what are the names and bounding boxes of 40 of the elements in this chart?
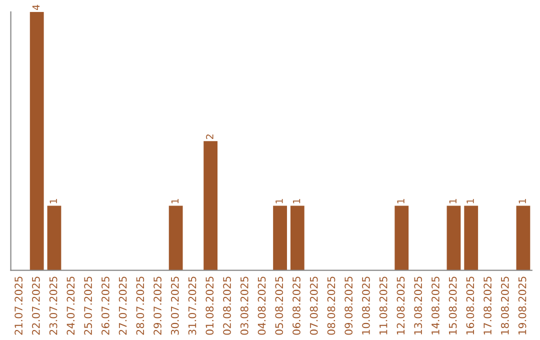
x-tick-label: 25.07.2025 [84, 276, 92, 335]
x-tick-label: 18.08.2025 [500, 276, 509, 334]
x-tick-label: 24.07.2025 [66, 276, 75, 335]
x-tick-label: 28.07.2025 [136, 276, 144, 335]
x-tick-label: 10.08.2025 [362, 276, 370, 334]
data-label: 1 [276, 199, 283, 204]
data-label: 1 [397, 199, 404, 204]
data-label: 1 [293, 199, 300, 204]
x-tick-label: 08.08.2025 [327, 276, 336, 335]
data-label: 1 [449, 199, 456, 204]
data-label: 1 [518, 199, 526, 204]
x-tick-label: 06.08.2025 [292, 276, 300, 335]
data-label: 1 [466, 199, 474, 204]
x-tick-label: 01.08.2025 [206, 276, 214, 335]
x-tick-label: 05.08.2025 [275, 276, 284, 335]
x-tick-label: 31.07.2025 [188, 276, 196, 335]
x-tick-label: 12.08.2025 [396, 276, 405, 334]
x-tick-label: 13.08.2025 [414, 276, 422, 334]
x-tick-label: 09.08.2025 [344, 276, 353, 335]
x-tick-label: 02.08.2025 [223, 276, 231, 335]
x-tick-label: 03.08.2025 [240, 276, 248, 335]
data-label: 1 [171, 199, 178, 204]
x-tick-label: 19.08.2025 [518, 276, 526, 334]
x-tick-label: 21.07.2025 [14, 276, 23, 335]
x-tick-label: 22.07.2025 [32, 276, 40, 335]
x-tick-label: 07.08.2025 [310, 276, 318, 335]
x-tick-label: 27.07.2025 [118, 276, 127, 335]
x-tick-label: 16.08.2025 [466, 276, 474, 334]
x-tick-label: 30.07.2025 [170, 276, 179, 335]
data-label: 2 [206, 134, 214, 139]
x-tick-label: 23.07.2025 [49, 276, 58, 335]
data-label: 4 [32, 4, 40, 10]
x-tick-label: 17.08.2025 [484, 276, 492, 334]
x-tick-label: 14.08.2025 [432, 276, 440, 334]
x-tick-label: 26.07.2025 [101, 276, 110, 335]
x-tick-label: 11.08.2025 [379, 276, 388, 334]
x-tick-label: 04.08.2025 [258, 276, 266, 335]
x-tick-label: 29.07.2025 [154, 276, 162, 335]
x-tick-label: 15.08.2025 [448, 276, 457, 334]
data-label: 1 [50, 199, 57, 204]
